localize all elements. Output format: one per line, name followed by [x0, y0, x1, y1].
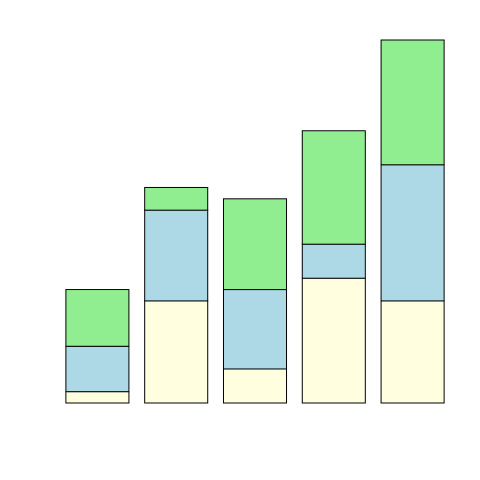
bar-segment-1-layer-3 — [65, 289, 130, 347]
bar-segment-1-layer-1 — [65, 391, 130, 404]
bar-segment-5-layer-1 — [380, 300, 445, 404]
bar-segment-3-layer-1 — [222, 368, 288, 404]
bar-segment-2-layer-2 — [144, 209, 209, 302]
bar-segment-4-layer-2 — [301, 243, 366, 279]
bar-segment-4-layer-1 — [301, 277, 366, 404]
bar-segment-1-layer-2 — [65, 345, 130, 393]
bar-segment-5-layer-3 — [380, 39, 445, 166]
bar-segment-2-layer-3 — [144, 186, 209, 211]
bar-segment-4-layer-3 — [301, 130, 366, 245]
bar-segment-3-layer-2 — [222, 289, 288, 370]
bar-segment-3-layer-3 — [222, 198, 288, 291]
bar-segment-2-layer-1 — [144, 300, 209, 404]
bar-segment-5-layer-2 — [380, 164, 445, 302]
